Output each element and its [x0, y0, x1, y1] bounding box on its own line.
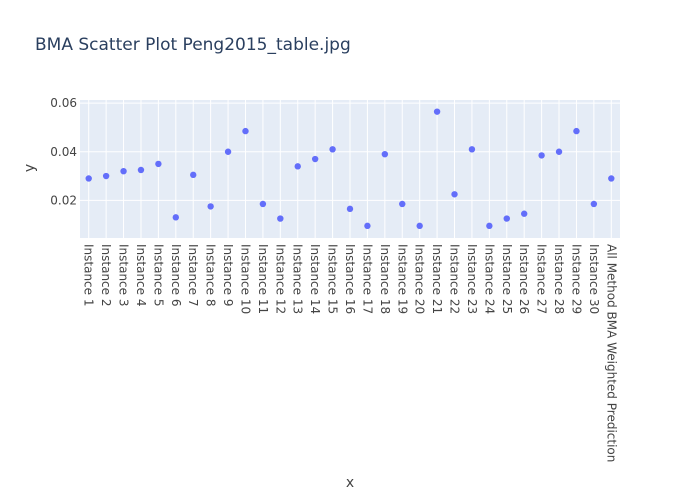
data-point	[590, 200, 598, 208]
data-point	[399, 200, 406, 208]
x-tick-label: Instance 26	[517, 244, 531, 314]
x-axis-label: x	[346, 475, 354, 491]
x-tick-label: Instance 1	[82, 244, 96, 307]
y-tick-label: 0.06	[50, 96, 77, 110]
y-tick-labels: 0.02 0.04 0.06	[50, 96, 77, 207]
x-tick-label: Instance 6	[169, 244, 183, 307]
x-tick-label: Instance 22	[448, 244, 462, 314]
data-point	[137, 166, 145, 174]
x-tick-label: Instance 19	[395, 244, 409, 314]
x-tick-label: Instance 18	[378, 244, 392, 314]
data-point	[538, 152, 545, 159]
data-point	[224, 148, 232, 155]
data-point	[329, 146, 336, 153]
x-tick-label: Instance 27	[535, 244, 549, 314]
data-point	[294, 163, 301, 170]
data-point	[555, 148, 563, 155]
data-point	[468, 146, 476, 153]
data-point	[242, 127, 249, 135]
x-tick-label: Instance 12	[273, 244, 287, 314]
y-axis-label: y	[22, 164, 38, 172]
x-tick-label: Instance 14	[308, 244, 322, 314]
data-points	[85, 108, 615, 230]
x-tick-label: Instance 2	[99, 244, 113, 307]
x-tick-label: Instance 9	[221, 244, 235, 307]
x-tick-label: Instance 3	[117, 244, 131, 307]
x-tick-label: Instance 11	[256, 244, 270, 314]
x-tick-label: Instance 23	[465, 244, 479, 314]
x-tick-label: Instance 13	[291, 244, 305, 314]
x-tick-label: Instance 4	[134, 244, 148, 307]
data-point	[120, 167, 127, 175]
data-point	[381, 150, 389, 158]
x-tick-label: Instance 21	[430, 244, 444, 314]
x-tick-label: Instance 28	[552, 244, 566, 314]
x-tick-label: Instance 5	[151, 244, 165, 307]
data-point	[416, 222, 423, 230]
grid-lines	[80, 100, 620, 238]
x-tick-label: Instance 8	[204, 244, 218, 307]
x-tick-label: Instance 25	[500, 244, 514, 314]
data-point	[277, 215, 284, 222]
x-tick-label: Instance 10	[238, 244, 252, 314]
x-tick-label: Instance 30	[587, 244, 601, 314]
data-point	[172, 214, 180, 221]
data-point	[433, 108, 441, 115]
data-point	[503, 215, 510, 222]
data-point	[451, 191, 458, 198]
x-tick-labels: Instance 1 Instance 2 Instance 3 Instance 4…	[82, 244, 619, 462]
data-point	[608, 175, 615, 182]
data-point	[364, 222, 371, 230]
y-tick-label: 0.04	[50, 145, 77, 159]
x-tick-label: Instance 7	[186, 244, 200, 307]
data-point	[573, 127, 580, 135]
data-point	[85, 175, 92, 182]
x-tick-label: Instance 15	[326, 244, 340, 314]
data-point	[346, 205, 354, 213]
data-point	[486, 222, 493, 230]
data-point	[190, 171, 197, 179]
x-tick-label: Instance 29	[569, 244, 583, 314]
x-tick-label: Instance 17	[360, 244, 374, 314]
x-tick-label: Instance 16	[343, 244, 357, 314]
x-tick-label: Instance 20	[413, 244, 427, 314]
data-point	[311, 155, 319, 163]
data-point	[259, 200, 267, 208]
x-tick-label: All Method BMA Weighted Prediction	[604, 244, 618, 462]
data-point	[520, 210, 528, 217]
data-point	[207, 203, 214, 210]
x-tick-label: Instance 24	[482, 244, 496, 314]
data-point	[155, 160, 162, 168]
y-tick-label: 0.02	[50, 193, 77, 207]
chart-title: BMA Scatter Plot Peng2015_table.jpg	[35, 35, 351, 55]
data-point	[102, 172, 110, 180]
